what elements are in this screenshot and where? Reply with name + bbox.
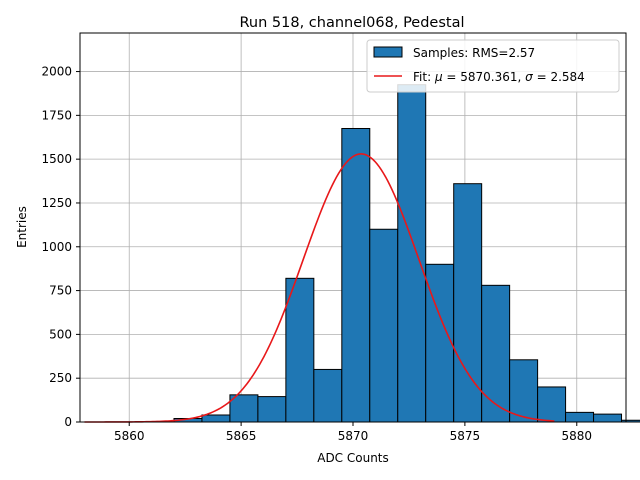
histogram-bar-12 — [509, 359, 539, 423]
y-tick-label-5: 1250 — [41, 196, 72, 210]
y-axis-ticks: 0 250 500 750 1000 1250 1500 1750 2000 — [41, 65, 80, 429]
fit-curve — [84, 153, 555, 423]
y-tick-label-7: 1750 — [41, 108, 72, 122]
histogram-bars — [173, 84, 640, 423]
y-axis-label: Entries — [15, 206, 29, 248]
x-tick-label-2: 5870 — [338, 429, 369, 443]
histogram-bar-13 — [537, 386, 567, 423]
x-tick-label-4: 5880 — [561, 429, 592, 443]
x-axis-label: ADC Counts — [317, 451, 389, 465]
x-tick-label-0: 5860 — [114, 429, 145, 443]
legend-hist-label: Samples: RMS=2.57 — [413, 46, 535, 60]
histogram-bar-2 — [229, 394, 259, 423]
histogram-bar-1 — [201, 414, 231, 423]
histogram-bar-6 — [341, 127, 371, 423]
x-axis-ticks: 5860 5865 5870 5875 5880 — [114, 422, 592, 443]
histogram-bar-14 — [565, 411, 595, 423]
histogram-bar-10 — [453, 183, 483, 423]
y-tick-label-1: 250 — [49, 371, 72, 385]
histogram-bar-3 — [257, 396, 287, 423]
legend-mu-text: = 5870.361, — [443, 70, 526, 84]
legend-sigma-text: = 2.584 — [533, 70, 585, 84]
histogram-bar-8 — [397, 84, 427, 423]
legend-fit-prefix: Fit: — [413, 70, 435, 84]
histogram-bar-7 — [369, 228, 399, 423]
y-tick-label-4: 1000 — [41, 240, 72, 254]
legend: Samples: RMS=2.57 Fit: μ = 5870.361, σ =… — [366, 39, 620, 93]
histogram-bar-16 — [621, 419, 640, 423]
x-tick-label-3: 5875 — [450, 429, 481, 443]
histogram-bar-4 — [285, 277, 315, 423]
histogram-bar-5 — [313, 368, 343, 423]
y-tick-label-8: 2000 — [41, 65, 72, 79]
legend-mu-symbol: μ — [434, 70, 443, 84]
legend-fit-label: Fit: μ = 5870.361, σ = 2.584 — [413, 70, 585, 84]
legend-hist-patch — [373, 46, 403, 58]
histogram-bar-15 — [593, 413, 623, 423]
y-tick-label-3: 750 — [49, 284, 72, 298]
legend-box — [366, 39, 620, 93]
chart-title: Run 518, channel068, Pedestal — [239, 15, 464, 31]
legend-sigma-symbol: σ — [525, 70, 533, 84]
y-tick-label-2: 500 — [49, 327, 72, 341]
x-tick-label-1: 5865 — [226, 429, 257, 443]
y-tick-label-6: 1500 — [41, 152, 72, 166]
histogram-bar-11 — [481, 284, 511, 423]
y-tick-label-0: 0 — [64, 415, 72, 429]
